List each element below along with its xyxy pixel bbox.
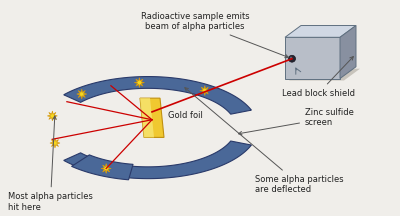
Circle shape <box>288 55 296 62</box>
Polygon shape <box>134 78 144 87</box>
Polygon shape <box>50 138 60 148</box>
Polygon shape <box>140 98 164 137</box>
Polygon shape <box>200 86 210 95</box>
Polygon shape <box>77 89 87 99</box>
Polygon shape <box>289 69 360 81</box>
Polygon shape <box>64 141 251 179</box>
Polygon shape <box>72 155 133 180</box>
Text: Radioactive sample emits
beam of alpha particles: Radioactive sample emits beam of alpha p… <box>141 12 288 58</box>
Circle shape <box>290 57 292 59</box>
Polygon shape <box>47 111 57 121</box>
Text: Lead block shield: Lead block shield <box>282 57 355 98</box>
Text: Most alpha particles
hit here: Most alpha particles hit here <box>8 116 93 212</box>
Polygon shape <box>285 37 340 79</box>
Text: Gold foil: Gold foil <box>168 111 203 120</box>
Polygon shape <box>140 98 154 137</box>
Text: Some alpha particles
are deflected: Some alpha particles are deflected <box>185 88 344 194</box>
Text: Zinc sulfide
screen: Zinc sulfide screen <box>238 108 354 135</box>
Polygon shape <box>340 25 356 79</box>
Polygon shape <box>101 164 111 173</box>
Polygon shape <box>64 76 251 114</box>
Polygon shape <box>285 25 356 37</box>
